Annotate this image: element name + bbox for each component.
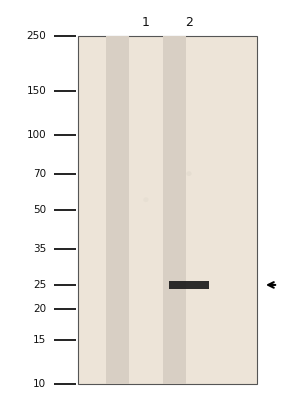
Text: 10: 10 bbox=[33, 379, 46, 389]
Text: 250: 250 bbox=[27, 31, 46, 41]
Text: 15: 15 bbox=[33, 335, 46, 345]
Text: 70: 70 bbox=[33, 169, 46, 179]
Text: 2: 2 bbox=[185, 16, 193, 28]
Text: 150: 150 bbox=[27, 86, 46, 96]
Text: 1: 1 bbox=[142, 16, 150, 28]
Text: 35: 35 bbox=[33, 244, 46, 254]
Text: 100: 100 bbox=[27, 130, 46, 140]
Text: 20: 20 bbox=[33, 304, 46, 314]
Text: 50: 50 bbox=[33, 205, 46, 215]
Text: 25: 25 bbox=[33, 280, 46, 290]
